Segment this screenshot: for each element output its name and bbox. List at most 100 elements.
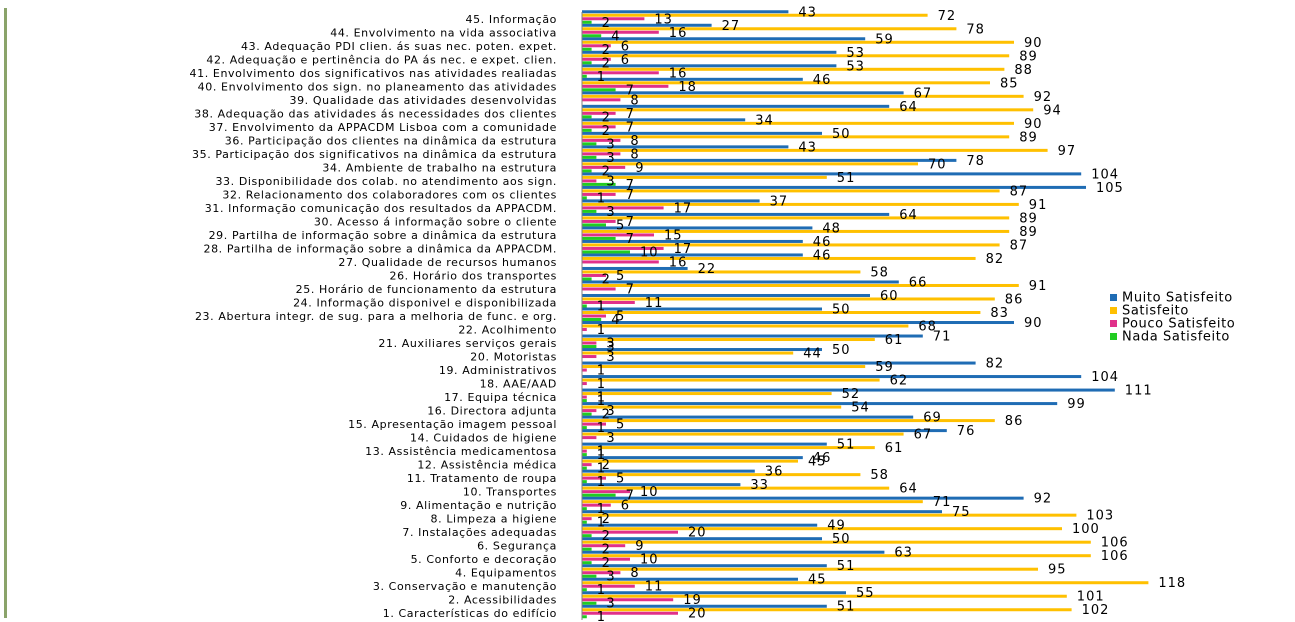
- bar-pouco-satisfeito: [582, 422, 606, 426]
- value-label: 9: [635, 539, 644, 554]
- category-label: 22. Acolhimento: [458, 324, 557, 337]
- bar-nada-satisfeito: [582, 345, 597, 349]
- bar-pouco-satisfeito: [582, 273, 606, 277]
- bar-nada-satisfeito: [582, 615, 587, 619]
- bar-satisfeito: [582, 148, 1048, 152]
- bar-nada-satisfeito: [582, 20, 592, 24]
- value-label: 2: [602, 56, 611, 71]
- value-label: 3: [606, 340, 615, 355]
- value-label: 2: [602, 543, 611, 558]
- value-label: 48: [822, 221, 841, 236]
- value-label: 2: [602, 272, 611, 287]
- bar-muito-satisfeito: [582, 415, 914, 419]
- bar-muito-satisfeito: [582, 131, 822, 135]
- value-label: 3: [606, 337, 615, 352]
- bar-pouco-satisfeito: [582, 84, 669, 88]
- value-label: 50: [832, 532, 851, 547]
- left-border-rule: [4, 8, 7, 618]
- category-label: 9. Alimentação e nutrição: [400, 499, 557, 512]
- bar-muito-satisfeito: [582, 429, 947, 433]
- bar-satisfeito: [582, 54, 1010, 58]
- value-label: 17: [674, 242, 693, 257]
- bar-satisfeito: [582, 94, 1024, 98]
- value-label: 7: [626, 178, 635, 193]
- bar-muito-satisfeito: [582, 145, 789, 149]
- category-label: 12. Assistência médica: [417, 459, 557, 472]
- bars-layer: [582, 10, 1149, 619]
- bar-satisfeito: [582, 365, 866, 369]
- value-label: 82: [986, 252, 1005, 267]
- bar-satisfeito: [582, 500, 923, 504]
- bar-nada-satisfeito: [582, 412, 592, 416]
- value-label: 54: [851, 401, 870, 416]
- bar-satisfeito: [582, 108, 1034, 112]
- value-label: 68: [918, 320, 937, 335]
- value-label: 1: [597, 299, 606, 314]
- bar-muito-satisfeito: [582, 253, 803, 257]
- bar-nada-satisfeito: [582, 561, 592, 565]
- bar-nada-satisfeito: [582, 209, 597, 213]
- bar-pouco-satisfeito: [582, 260, 659, 264]
- value-label: 59: [875, 32, 894, 47]
- bar-pouco-satisfeito: [582, 138, 621, 142]
- value-label: 89: [1019, 225, 1038, 240]
- bar-muito-satisfeito: [582, 226, 813, 230]
- bar-pouco-satisfeito: [582, 165, 626, 169]
- value-label: 3: [606, 404, 615, 419]
- value-label: 1: [597, 516, 606, 531]
- category-label: 15. Apresentação imagem pessoal: [348, 418, 557, 431]
- value-label: 8: [630, 147, 639, 162]
- value-label: 4: [611, 29, 620, 44]
- value-label: 61: [885, 333, 904, 348]
- value-label: 89: [1019, 49, 1038, 64]
- value-label: 70: [928, 157, 947, 172]
- bar-nada-satisfeito: [582, 277, 592, 281]
- value-label: 2: [602, 556, 611, 571]
- value-label: 8: [630, 93, 639, 108]
- value-label: 71: [933, 495, 952, 510]
- value-label: 1: [597, 391, 606, 406]
- value-label: 46: [813, 248, 832, 263]
- bar-muito-satisfeito: [582, 307, 822, 311]
- value-label: 51: [837, 600, 856, 615]
- value-label: 7: [626, 188, 635, 203]
- value-label: 22: [698, 262, 717, 277]
- category-label: 8. Limpeza a higiene: [431, 513, 557, 526]
- bar-pouco-satisfeito: [582, 328, 587, 332]
- value-label: 50: [832, 303, 851, 318]
- bar-satisfeito: [582, 283, 1019, 287]
- bar-nada-satisfeito: [582, 236, 616, 240]
- value-label: 91: [1029, 198, 1048, 213]
- value-label: 53: [846, 59, 865, 74]
- bar-nada-satisfeito: [582, 142, 597, 146]
- category-label: 40. Envolvimento dos sign. no planeament…: [198, 80, 557, 93]
- value-label: 75: [952, 505, 971, 520]
- value-label: 64: [899, 208, 918, 223]
- value-label: 76: [957, 424, 976, 439]
- value-label: 2: [602, 43, 611, 58]
- bar-pouco-satisfeito: [582, 355, 597, 359]
- value-label: 43: [798, 140, 817, 155]
- value-label: 82: [986, 357, 1005, 372]
- value-label: 50: [832, 127, 851, 142]
- bar-muito-satisfeito: [582, 50, 837, 54]
- value-label: 102: [1082, 603, 1110, 618]
- value-label: 2: [602, 529, 611, 544]
- bar-pouco-satisfeito: [582, 71, 659, 75]
- bar-satisfeito: [582, 13, 928, 17]
- bar-pouco-satisfeito: [582, 233, 654, 237]
- bar-satisfeito: [582, 324, 909, 328]
- value-label: 66: [909, 275, 928, 290]
- value-label: 8: [630, 134, 639, 149]
- bar-muito-satisfeito: [582, 510, 942, 514]
- bar-satisfeito: [582, 121, 1014, 125]
- value-label: 95: [1048, 563, 1067, 578]
- value-label: 16: [669, 255, 688, 270]
- bar-satisfeito: [582, 202, 1019, 206]
- bar-pouco-satisfeito: [582, 449, 587, 453]
- value-label: 46: [813, 73, 832, 88]
- bar-muito-satisfeito: [582, 10, 789, 14]
- bar-satisfeito: [582, 419, 995, 423]
